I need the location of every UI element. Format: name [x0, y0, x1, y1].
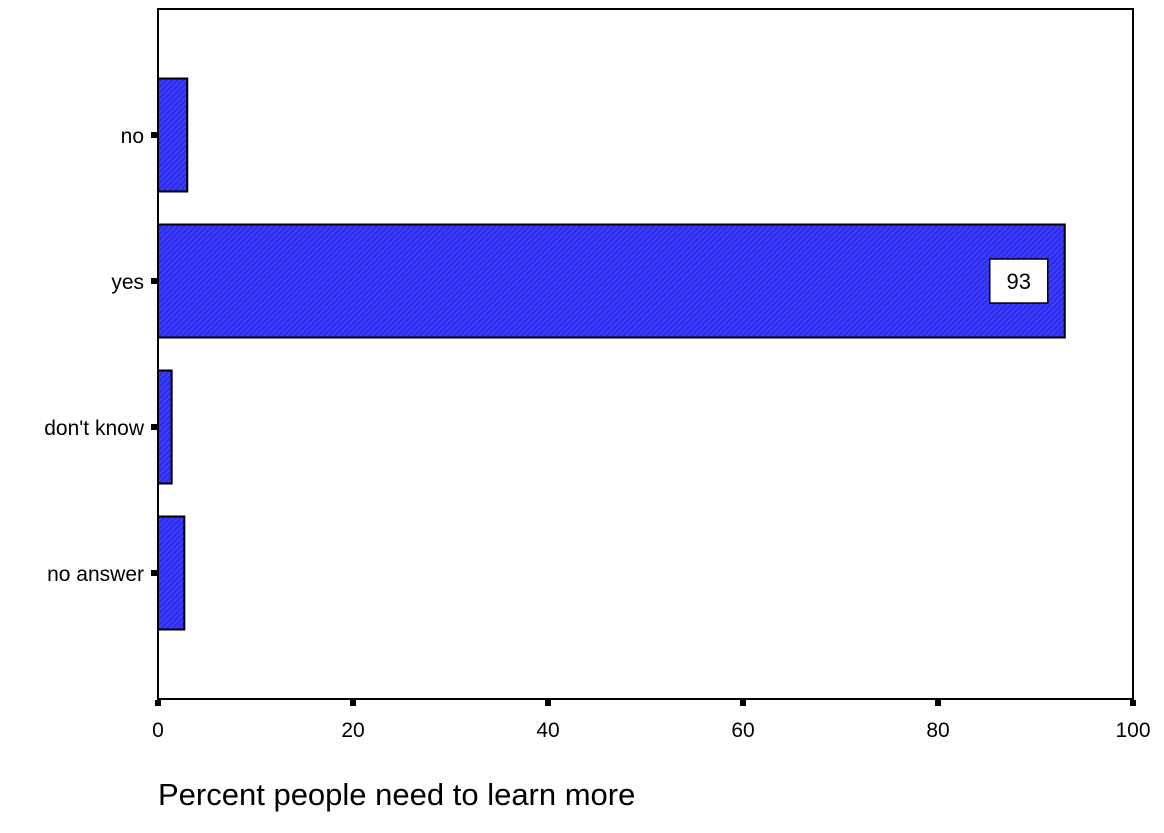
x-tick-mark-2	[545, 700, 551, 706]
x-tick-mark-1	[350, 700, 356, 706]
x-tick-label-4: 80	[926, 719, 949, 742]
y-tick-mark-2	[151, 424, 157, 430]
bar-2	[157, 369, 173, 485]
x-tick-mark-0	[155, 700, 161, 706]
plot-frame	[157, 8, 1134, 700]
category-labels: no yes don't know no answer	[44, 125, 145, 586]
y-tick-mark-3	[151, 570, 157, 576]
category-label-2: don't know	[44, 417, 145, 440]
data-labels: 93	[989, 258, 1049, 304]
y-tick-marks	[151, 132, 157, 576]
x-tick-label-5: 100	[1115, 719, 1150, 742]
category-label-0: no	[121, 125, 144, 148]
category-label-3: no answer	[47, 563, 144, 586]
x-tick-label-0: 0	[152, 719, 164, 742]
y-tick-mark-1	[151, 278, 157, 284]
data-label-box-1	[989, 258, 1049, 304]
bars-group	[157, 77, 1066, 631]
x-axis-label: Percent people need to learn more	[158, 777, 635, 812]
y-tick-mark-0	[151, 132, 157, 138]
x-tick-label-1: 20	[341, 719, 364, 742]
x-tick-label-3: 60	[731, 719, 754, 742]
category-label-1: yes	[111, 271, 144, 294]
x-tick-mark-5	[1130, 700, 1136, 706]
bar-1	[157, 223, 1066, 339]
x-tick-marks	[155, 700, 1136, 706]
x-tick-labels: 0 20 40 60 80 100	[152, 719, 1150, 742]
data-label-1: 93	[1007, 269, 1031, 294]
bar-0	[157, 77, 189, 193]
x-tick-label-2: 40	[536, 719, 559, 742]
x-tick-mark-3	[740, 700, 746, 706]
bar-3	[157, 515, 186, 631]
x-tick-mark-4	[935, 700, 941, 706]
